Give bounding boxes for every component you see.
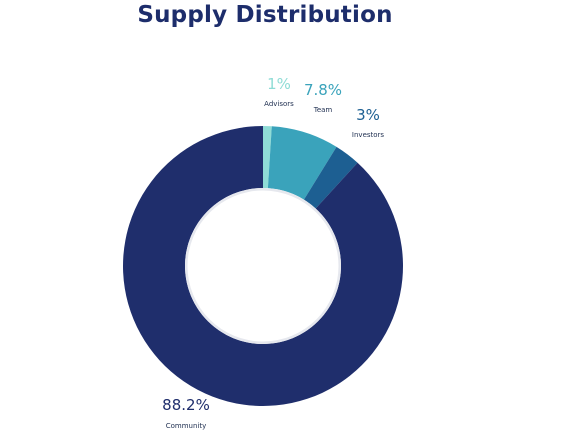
slice-investors bbox=[303, 146, 358, 209]
category-label-community: Community bbox=[166, 422, 207, 430]
labels-layer: 1% Advisors 7.8% Team 3% Investors 88.2% Commun… bbox=[162, 75, 384, 430]
slice-team bbox=[267, 126, 337, 200]
donut-hole bbox=[187, 190, 339, 342]
category-label-advisors: Advisors bbox=[264, 100, 294, 108]
value-label-community: 88.2% bbox=[162, 396, 210, 414]
category-label-team: Team bbox=[313, 106, 333, 114]
slice-advisors bbox=[263, 126, 272, 189]
value-label-advisors: 1% bbox=[267, 75, 291, 93]
value-label-team: 7.8% bbox=[304, 81, 342, 99]
category-label-investors: Investors bbox=[352, 131, 385, 139]
slice-community bbox=[122, 126, 403, 406]
value-label-investors: 3% bbox=[356, 106, 380, 124]
slices-layer bbox=[122, 126, 403, 406]
chart-title: Supply Distribution bbox=[137, 2, 393, 28]
